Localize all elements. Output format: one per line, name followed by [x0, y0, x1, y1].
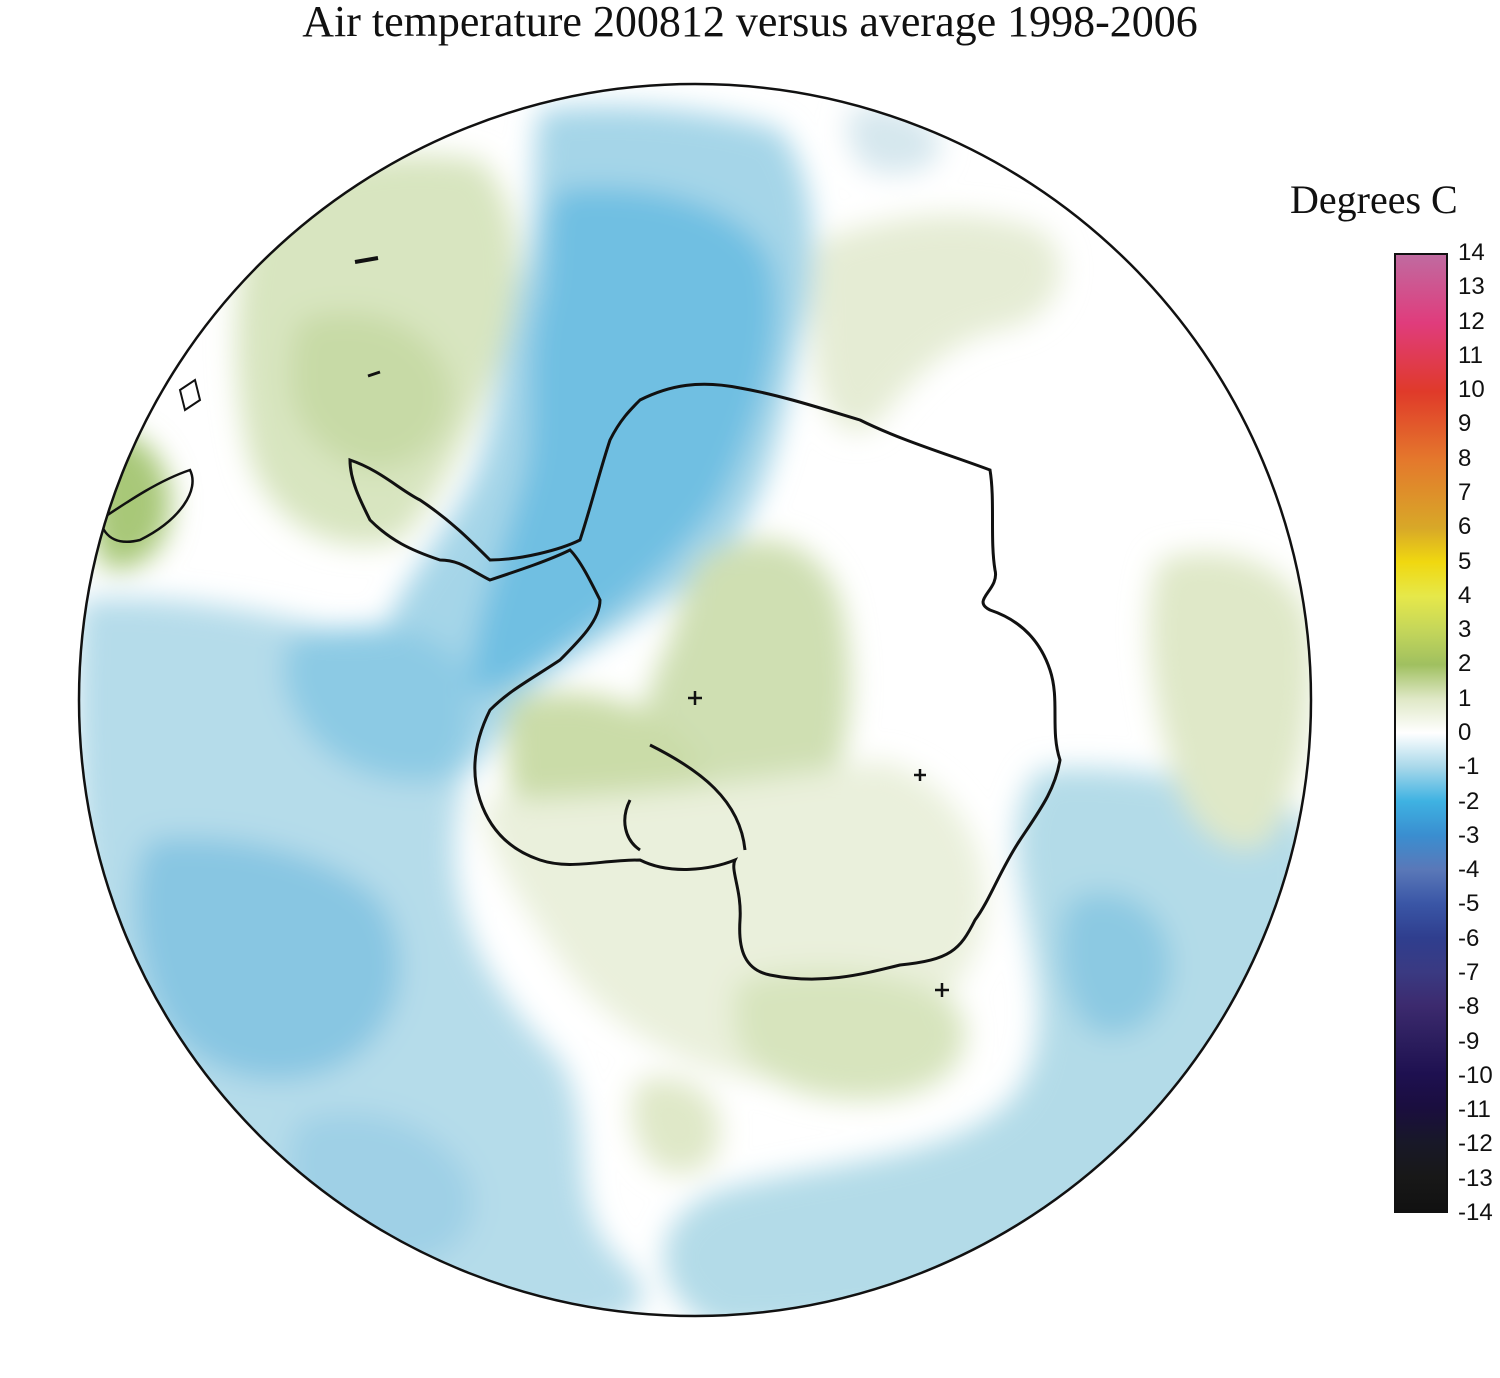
colorbar-tick: -9 — [1458, 1027, 1480, 1055]
warm-anomaly-ross-sea-small — [631, 1077, 720, 1174]
station-south-pole-marker — [688, 691, 702, 705]
ross-island-outline — [623, 799, 641, 852]
colorbar-tick: 12 — [1458, 307, 1485, 335]
colorbar-tick: 1 — [1458, 684, 1472, 712]
map-boundary-circle — [77, 82, 1313, 1318]
colorbar — [1394, 253, 1448, 1213]
colorbar-tick: 14 — [1458, 239, 1485, 266]
station-vostok-marker — [914, 769, 926, 781]
colorbar-tick: 5 — [1458, 547, 1472, 575]
south-sandwich-island — [367, 370, 381, 378]
warm-anomaly-east-ocean — [1149, 552, 1311, 849]
colorbar-tick: -8 — [1458, 993, 1480, 1021]
colorbar-tick: 6 — [1458, 513, 1472, 541]
cold-anomaly-southwest-core — [135, 837, 401, 1081]
colorbar-tick: 3 — [1458, 616, 1472, 644]
station-dome-c-marker — [935, 983, 949, 997]
colorbar-tick: 0 — [1458, 719, 1472, 746]
colorbar-tick: 2 — [1458, 650, 1472, 678]
falkland-islands — [178, 378, 202, 412]
colorbar-tick: 13 — [1458, 273, 1485, 301]
colorbar-tick: -7 — [1458, 959, 1480, 986]
colorbar-tick: -1 — [1458, 753, 1480, 781]
colorbar-tick: -10 — [1458, 1061, 1493, 1089]
colorbar-tick: 8 — [1458, 444, 1472, 472]
colorbar-tick: 4 — [1458, 581, 1472, 609]
colorbar-tick: 11 — [1458, 341, 1483, 369]
colorbar-tick: -13 — [1458, 1164, 1493, 1192]
colorbar-tick: 9 — [1458, 410, 1472, 438]
colorbar-tick: 7 — [1458, 479, 1472, 506]
ross-ice-shelf-line — [649, 743, 747, 851]
colorbar-tick: -3 — [1458, 821, 1480, 849]
south-georgia-island — [354, 256, 379, 264]
colorbar-tick: -2 — [1458, 787, 1480, 815]
anomaly-field — [79, 84, 1311, 1316]
colorbar-tick: -4 — [1458, 856, 1480, 884]
colorbar-tick: -12 — [1458, 1130, 1493, 1158]
station-markers — [688, 691, 949, 997]
colorbar-tick: -5 — [1458, 890, 1480, 918]
cold-anomaly-peninsula — [283, 626, 471, 782]
south-america-tip — [98, 468, 194, 544]
antarctica-coastline — [348, 382, 1062, 981]
warm-anomaly-south — [733, 970, 966, 1100]
chart-title: Air temperature 200812 versus average 19… — [302, 0, 1198, 46]
warm-anomaly-northeast — [812, 214, 1061, 432]
antarctic-temperature-anomaly-map — [77, 82, 1313, 1318]
legend-title: Degrees C — [1290, 177, 1458, 222]
warm-anomaly-south-america-core — [290, 312, 452, 470]
colorbar-tick: -14 — [1458, 1199, 1493, 1226]
colorbar-tick: -6 — [1458, 924, 1480, 952]
cold-anomaly-weddell-core — [470, 187, 777, 693]
colorbar-tick: 10 — [1458, 376, 1485, 404]
colorbar-tick: -11 — [1458, 1096, 1491, 1124]
cold-anomaly-southeast-core — [1059, 892, 1172, 1036]
